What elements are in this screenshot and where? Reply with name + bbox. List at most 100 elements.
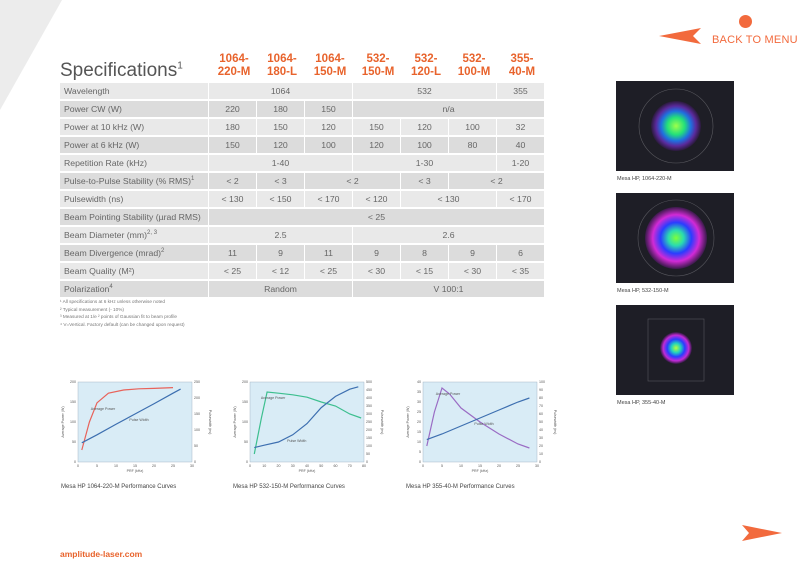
table-cell: < 130 (208, 191, 256, 207)
table-row: Beam Quality (M²) < 25 < 12 < 25 < 30 < 15 < 3… (60, 263, 544, 279)
row-label-text: Beam Pointing Stability (µrad RMS) (64, 212, 201, 222)
power-series-label: Average Power (261, 396, 286, 400)
table-cell: 220 (208, 101, 256, 117)
title-note: 1 (177, 60, 183, 72)
table-row: Beam Diameter (mm)2, 3 2.5 2.6 (60, 227, 544, 243)
footnote: ³ Measured at 1/e ² points of Gaussian f… (60, 314, 177, 319)
row-label-text: Beam Divergence (mrad) (64, 248, 162, 258)
row-label-text: Power at 10 kHz (W) (64, 122, 145, 132)
back-arrow-icon[interactable] (657, 22, 707, 50)
left-tick-label: 20 (417, 420, 421, 424)
column-header-line: 532- (414, 53, 438, 65)
x-tick-label: 10 (114, 464, 118, 468)
pulse-series-label: Pulse Width (474, 422, 493, 426)
x-tick-label: 10 (459, 464, 463, 468)
performance-chart: 0 10 20 30 40 50 60 70 80 0 50 100 150 200 0 50 100 150 20… (232, 378, 387, 490)
left-tick-label: 5 (419, 450, 421, 454)
chart-svg: 0 10 20 30 40 50 60 70 8005010015020005010015020… (233, 380, 384, 473)
table-cell: < 2 (448, 173, 544, 189)
table-cell: < 25 (304, 263, 352, 279)
chart-caption: Mesa HP 532-150-M Performance Curves (233, 484, 345, 490)
table-cell: 1-30 (352, 155, 496, 171)
power-series-line (81, 387, 174, 451)
row-note: 2, 3 (147, 230, 158, 237)
website-link[interactable]: amplitude-laser.com (60, 549, 143, 559)
row-label: Repetition Rate (kHz) (60, 155, 208, 171)
table-cell: 100 (448, 119, 496, 135)
x-tick-label: 10 (262, 464, 266, 468)
table-cell: 355 (496, 83, 544, 99)
table-cell: < 170 (304, 191, 352, 207)
y-axis-label-right: Pulsewidth (ns) (553, 410, 557, 435)
column-header-line: 100-M (457, 66, 491, 78)
next-arrow-icon[interactable] (738, 520, 784, 546)
table-cell: 120 (256, 137, 304, 153)
table-cell: < 170 (496, 191, 544, 207)
table-cell: 2.6 (352, 227, 544, 243)
right-tick-label: 0 (194, 460, 196, 464)
title-text: Specifications (60, 60, 178, 81)
table-cell: < 25 (208, 263, 256, 279)
table-cell: 120 (304, 119, 352, 135)
right-tick-label: 200 (366, 428, 372, 432)
power-series-label: Average Power (91, 407, 116, 411)
beam-caption: Mesa HP, 1064-220-M (617, 176, 672, 182)
pulse-series-line (426, 397, 530, 441)
left-tick-label: 15 (417, 430, 421, 434)
column-header-line: 120-L (410, 66, 442, 78)
column-header-line: 150-M (361, 66, 395, 78)
table-cell: < 12 (256, 263, 304, 279)
table-cell: < 2 (208, 173, 256, 189)
pulse-series-line (254, 386, 359, 449)
x-tick-label: 15 (478, 464, 482, 468)
row-note: 2 (161, 248, 165, 255)
table-cell: < 25 (208, 209, 544, 225)
table-row: Pulsewidth (ns) < 130 < 150 < 170 < 120 < 130… (60, 191, 544, 207)
right-tick-label: 200 (194, 396, 200, 400)
right-tick-label: 100 (366, 444, 372, 448)
table-cell: < 30 (448, 263, 496, 279)
corner-decoration (0, 0, 62, 110)
page-title: Specifications1 (60, 60, 183, 82)
plot-area (249, 381, 365, 463)
row-label-text: Power at 6 kHz (W) (64, 140, 140, 150)
x-axis-label: PRF (kHz) (299, 469, 316, 473)
table-cell: 1064 (208, 83, 352, 99)
column-header-line: 40-M (508, 66, 536, 78)
table-cell: 120 (352, 137, 400, 153)
row-label-text: Repetition Rate (kHz) (64, 158, 148, 168)
plot-area (77, 381, 193, 463)
table-row: Polarization4 Random V 100:1 (60, 281, 544, 297)
table-cell: < 130 (400, 191, 496, 207)
table-row: Beam Pointing Stability (µrad RMS) < 25 (60, 209, 544, 225)
column-header-line: 1064- (315, 53, 345, 65)
x-tick-label: 80 (362, 464, 366, 468)
x-tick-label: 15 (133, 464, 137, 468)
y-axis-label-right: Pulsewidth (ns) (208, 410, 212, 435)
footnotes: ¹ All specifications at 6 kHz unless oth… (60, 298, 185, 328)
y-axis-label-left: Average Power (W) (61, 406, 65, 437)
pulse-series-label: Pulse Width (129, 418, 148, 422)
back-to-menu-link[interactable]: BACK TO MENU (712, 34, 798, 46)
column-header-line: 220-M (217, 66, 251, 78)
right-tick-label: 40 (539, 428, 543, 432)
x-tick-label: 20 (497, 464, 501, 468)
table-cell: < 15 (400, 263, 448, 279)
table-cell: 11 (208, 245, 256, 261)
table-cell: < 30 (352, 263, 400, 279)
row-label-text: Pulsewidth (ns) (64, 194, 124, 204)
left-tick-label: 40 (417, 380, 421, 384)
table-cell: 532 (352, 83, 496, 99)
table-cell: V 100:1 (352, 281, 544, 297)
beam-caption: Mesa HP, 355-40-M (617, 400, 666, 406)
x-tick-label: 20 (277, 464, 281, 468)
row-label-text: Wavelength (64, 86, 110, 96)
power-series-line (426, 386, 530, 449)
table-cell: Random (208, 281, 352, 297)
right-tick-label: 400 (366, 396, 372, 400)
right-tick-label: 450 (366, 388, 372, 392)
row-label-text: Beam Diameter (mm) (64, 230, 148, 240)
column-header: 532- 150-M (354, 53, 402, 79)
table-row: Beam Divergence (mrad)2 11 9 11 9 8 9 6 (60, 245, 544, 261)
table-cell: < 150 (256, 191, 304, 207)
